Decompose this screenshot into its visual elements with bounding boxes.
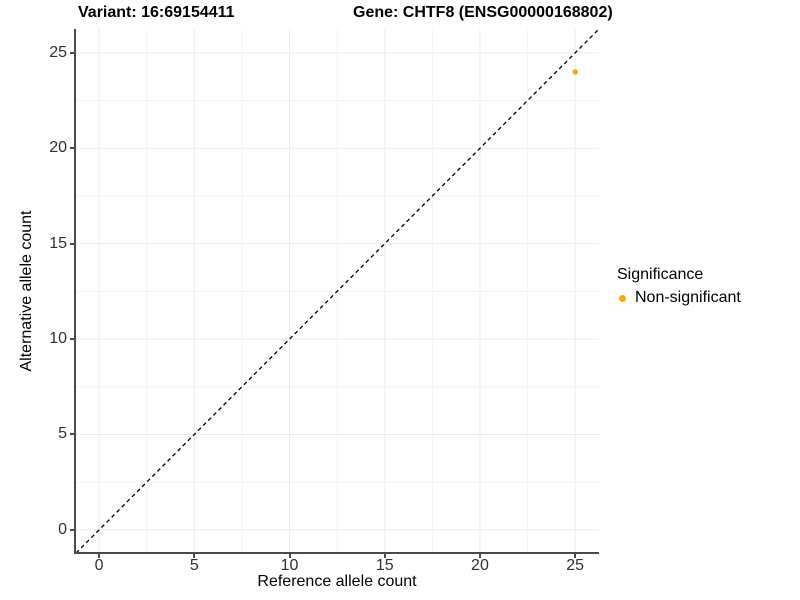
x-tick-mark — [574, 554, 577, 558]
y-tick-label: 20 — [49, 139, 67, 157]
y-tick-label: 15 — [49, 234, 67, 252]
y-tick-label: 5 — [58, 425, 67, 443]
y-tick-label: 10 — [49, 330, 67, 348]
legend-item-label: Non-significant — [635, 289, 741, 306]
y-tick-mark — [70, 242, 74, 245]
y-tick-label: 25 — [49, 43, 67, 61]
y-axis-title: Alternative allele count — [18, 210, 35, 372]
data-point — [572, 69, 578, 75]
legend: Significance Non-significant — [617, 266, 741, 307]
x-axis-line — [74, 552, 599, 554]
y-axis-line — [74, 29, 76, 554]
plot-title-variant: Variant: 16:69154411 — [78, 4, 235, 21]
x-tick-label: 10 — [280, 557, 299, 574]
identity-reference-line — [76, 29, 599, 553]
legend-item: Non-significant — [617, 289, 741, 307]
x-tick-label: 15 — [375, 557, 394, 574]
x-tick-label: 20 — [471, 557, 489, 574]
plot-title-gene: Gene: CHTF8 (ENSG00000168802) — [353, 4, 613, 21]
legend-key-dot — [619, 294, 626, 302]
y-tick-mark — [70, 528, 74, 531]
y-tick-mark — [70, 433, 74, 436]
x-tick-mark — [98, 554, 101, 558]
x-tick-label: 5 — [189, 557, 199, 574]
chart-canvas — [76, 29, 599, 553]
y-tick-label: 0 — [58, 520, 67, 538]
y-tick-mark — [70, 338, 74, 341]
legend-title: Significance — [617, 266, 704, 283]
x-tick-mark — [478, 554, 481, 558]
y-tick-mark — [70, 147, 74, 150]
x-tick-mark — [288, 554, 291, 558]
legend-items: Non-significant — [617, 289, 741, 307]
x-tick-mark — [383, 554, 386, 558]
x-tick-mark — [193, 554, 196, 558]
plot-panel — [76, 29, 599, 553]
x-axis-title: Reference allele count — [257, 573, 417, 590]
x-tick-label: 25 — [566, 557, 585, 574]
x-tick-label: 0 — [94, 557, 104, 574]
y-tick-mark — [70, 51, 74, 54]
